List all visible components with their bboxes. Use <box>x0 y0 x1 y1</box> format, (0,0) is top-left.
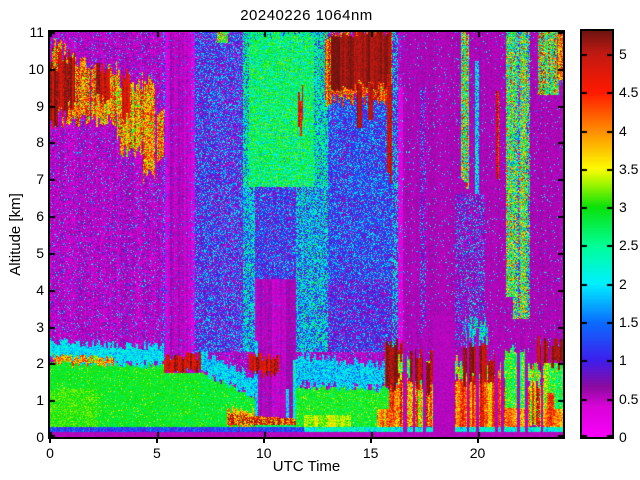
colorbar-tick-label: 5 <box>619 45 627 62</box>
x-tick-mark <box>155 439 158 443</box>
y-tick-label: 7 <box>36 171 44 188</box>
y-tick-label: 0 <box>36 429 44 445</box>
x-tick-mark <box>369 439 372 443</box>
colorbar <box>580 29 614 439</box>
x-tick-mark <box>49 439 51 443</box>
y-tick-label: 4 <box>36 281 44 298</box>
colorbar-tick-label: 3 <box>619 199 627 216</box>
figure-title: 20240226 1064nm <box>240 7 373 24</box>
x-tick-label: 5 <box>152 445 161 461</box>
y-tick-label: 2 <box>36 355 44 372</box>
x-tick-label: 15 <box>362 445 379 461</box>
plot-area <box>48 30 565 439</box>
x-tick-label: 10 <box>255 445 272 461</box>
y-tick-label: 9 <box>36 97 44 114</box>
colorbar-tick-label: 4 <box>619 122 627 139</box>
colorbar-tick-label: 2.5 <box>619 237 639 254</box>
x-tick-mark <box>262 439 265 443</box>
colorbar-tick-label: 0.5 <box>619 390 639 407</box>
y-tick-label: 10 <box>28 60 44 77</box>
colorbar-tick-label: 1 <box>619 352 627 369</box>
colorbar-tick-label: 3.5 <box>619 160 639 177</box>
y-axis-label: Altitude [km] <box>6 193 24 276</box>
x-axis-label: UTC Time <box>272 458 341 475</box>
x-tick-label: 0 <box>46 445 54 461</box>
x-tick-label: 20 <box>469 445 486 461</box>
x-tick-mark <box>476 439 479 443</box>
y-tick-label: 1 <box>36 392 44 409</box>
y-tick-label: 11 <box>29 24 44 40</box>
y-tick-label: 6 <box>36 208 44 225</box>
y-tick-label: 8 <box>36 134 44 151</box>
y-tick-label: 5 <box>36 244 44 261</box>
y-tick-label: 3 <box>36 318 44 335</box>
colorbar-tick-label: 0 <box>619 429 627 445</box>
colorbar-tick-label: 1.5 <box>619 314 639 331</box>
heatmap-canvas <box>50 32 563 437</box>
colorbar-tick-label: 2 <box>619 275 627 292</box>
colorbar-tick-label: 4.5 <box>619 84 639 101</box>
colorbar-canvas <box>582 31 612 437</box>
